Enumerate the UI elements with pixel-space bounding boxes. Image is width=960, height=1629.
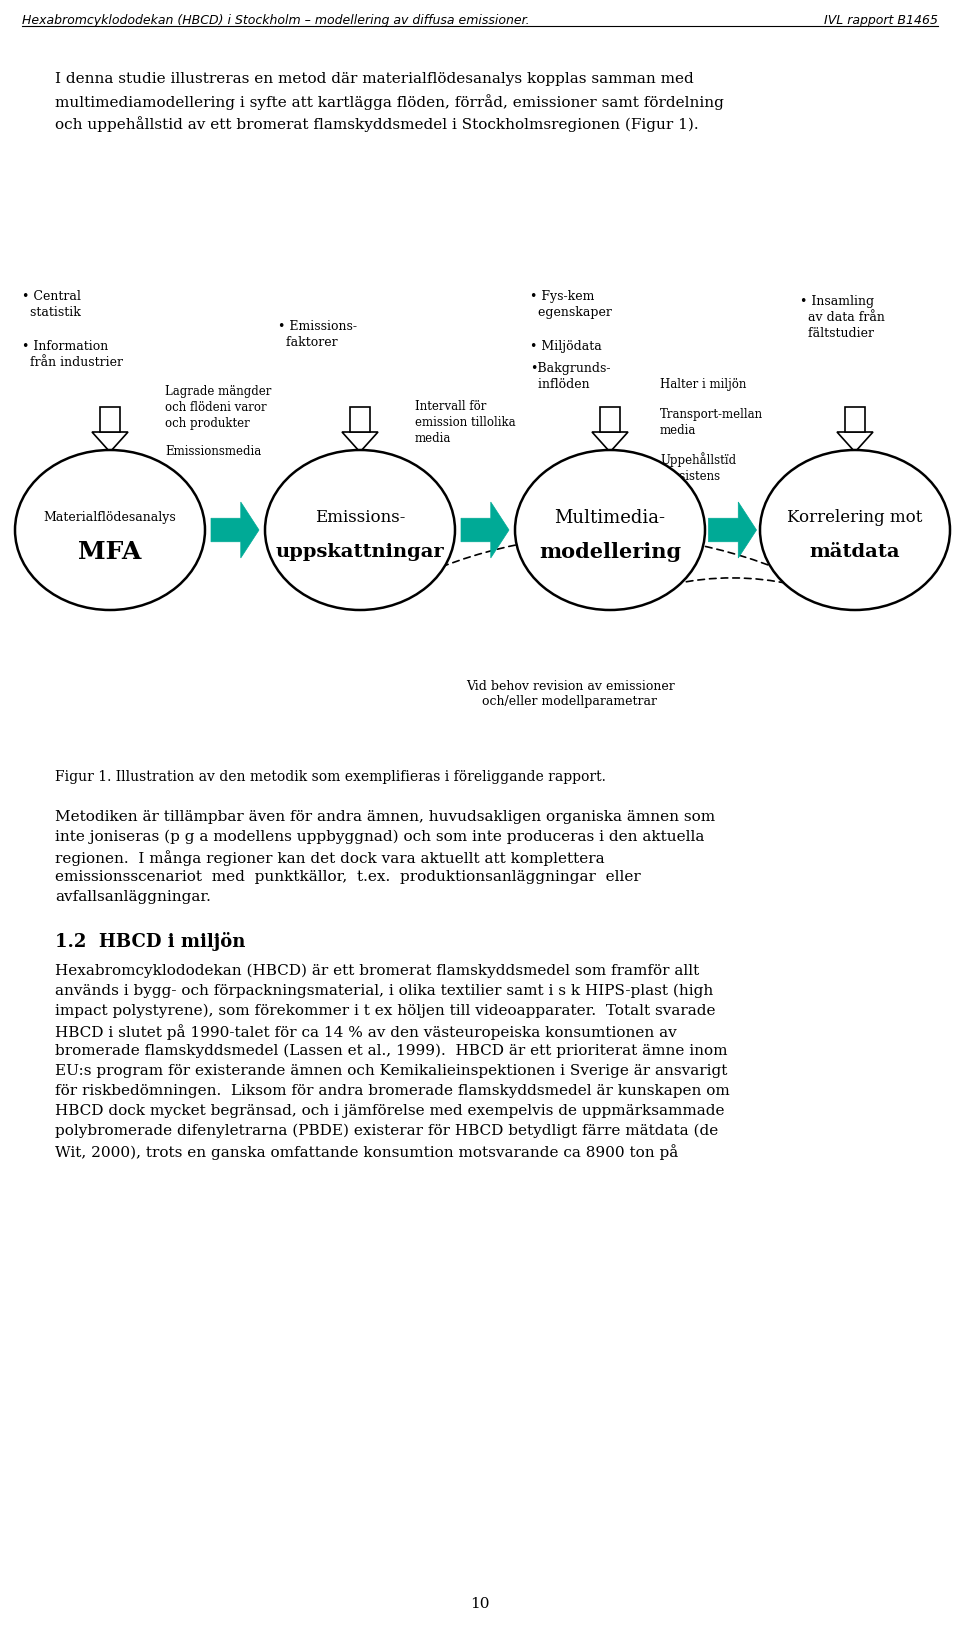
Text: •Bakgrunds-
  inflöden: •Bakgrunds- inflöden [530,362,611,391]
Bar [845,407,865,432]
Text: EU:s program för existerande ämnen och Kemikalieinspektionen i Sverige är ansvar: EU:s program för existerande ämnen och K… [55,1064,728,1078]
Text: multimediamodellering i syfte att kartlägga flöden, förråd, emissioner samt förd: multimediamodellering i syfte att kartlä… [55,94,724,109]
Polygon shape [592,432,628,451]
Text: avfallsanläggningar.: avfallsanläggningar. [55,889,211,904]
Polygon shape [211,502,259,559]
Text: uppskattningar: uppskattningar [276,542,444,560]
Text: polybromerade difenyletrarna (PBDE) existerar för HBCD betydligt färre mätdata (: polybromerade difenyletrarna (PBDE) exis… [55,1124,718,1139]
Text: Multimedia-: Multimedia- [555,508,665,528]
Text: • Emissions-
  faktorer: • Emissions- faktorer [278,319,357,349]
Text: I denna studie illustreras en metod där materialflödesanalys kopplas samman med: I denna studie illustreras en metod där … [55,72,694,86]
Polygon shape [461,502,509,559]
Text: Vid behov revision av emissioner
och/eller modellparametrar: Vid behov revision av emissioner och/ell… [466,679,674,709]
Polygon shape [342,432,378,451]
Text: inte joniseras (p g a modellens uppbyggnad) och som inte produceras i den aktuel: inte joniseras (p g a modellens uppbyggn… [55,831,705,844]
Text: Emissionsmedia: Emissionsmedia [165,445,261,458]
Text: bromerade flamskyddsmedel (Lassen et al., 1999).  HBCD är ett prioriterat ämne i: bromerade flamskyddsmedel (Lassen et al.… [55,1044,728,1059]
Bar [600,407,620,432]
Text: Wit, 2000), trots en ganska omfattande konsumtion motsvarande ca 8900 ton på: Wit, 2000), trots en ganska omfattande k… [55,1144,679,1160]
Text: Figur 1. Illustration av den metodik som exemplifieras i föreliggande rapport.: Figur 1. Illustration av den metodik som… [55,771,606,784]
Text: för riskbedömningen.  Liksom för andra bromerade flamskyddsmedel är kunskapen om: för riskbedömningen. Liksom för andra br… [55,1083,730,1098]
Text: Halter i miljön: Halter i miljön [660,378,746,391]
Text: regionen.  I många regioner kan det dock vara aktuellt att komplettera: regionen. I många regioner kan det dock … [55,850,605,867]
Text: modellering: modellering [539,542,681,562]
Bar [100,407,120,432]
Text: Lagrade mängder
och flödeni varor
och produkter: Lagrade mängder och flödeni varor och pr… [165,384,272,430]
Text: impact polystyrene), som förekommer i t ex höljen till videoapparater.  Totalt s: impact polystyrene), som förekommer i t … [55,1003,715,1018]
Ellipse shape [15,450,205,609]
Text: Uppehållstïd
persistens: Uppehållstïd persistens [660,451,736,482]
Text: Transport­mellan
media: Transport­mellan media [660,407,763,437]
Text: Materialflödesanalys: Materialflödesanalys [43,512,177,525]
Ellipse shape [265,450,455,609]
Ellipse shape [760,450,950,609]
Text: används i bygg- och förpackningsmaterial, i olika textilier samt i s k HIPS-plas: används i bygg- och förpackningsmaterial… [55,984,713,999]
Text: Hexabromcyklododekan (HBCD) i Stockholm – modellering av diffusa emissioner.: Hexabromcyklododekan (HBCD) i Stockholm … [22,15,530,28]
Ellipse shape [515,450,705,609]
Text: emissionsscenariot  med  punktkällor,  t.ex.  produktionsanläggningar  eller: emissionsscenariot med punktkällor, t.ex… [55,870,640,885]
Text: • Fys-kem
  egenskaper: • Fys-kem egenskaper [530,290,612,319]
Text: mätdata: mätdata [809,542,900,560]
Polygon shape [837,432,873,451]
Text: Emissions-: Emissions- [315,510,405,526]
Text: Intervall för
emission tillolika
media: Intervall för emission tillolika media [415,401,516,445]
Text: Hexabromcyklododekan (HBCD) är ett bromerat flamskyddsmedel som framför allt: Hexabromcyklododekan (HBCD) är ett brome… [55,964,699,979]
Text: HBCD dock mycket begränsad, och i jämförelse med exempelvis de uppmärksammade: HBCD dock mycket begränsad, och i jämför… [55,1104,725,1117]
Text: • Information
  från industrier: • Information från industrier [22,340,123,370]
Text: 1.2  HBCD i miljön: 1.2 HBCD i miljön [55,932,246,951]
Text: HBCD i slutet på 1990-talet för ca 14 % av den västeuropeiska konsumtionen av: HBCD i slutet på 1990-talet för ca 14 % … [55,1025,677,1039]
Text: Korrelering mot: Korrelering mot [787,510,923,526]
Polygon shape [708,502,756,559]
Text: • Insamling
  av data från
  fältstudier: • Insamling av data från fältstudier [800,295,885,340]
Text: och uppehållstid av ett bromerat flamskyddsmedel i Stockholmsregionen (Figur 1).: och uppehållstid av ett bromerat flamsky… [55,116,699,132]
Bar [350,407,370,432]
Text: MFA: MFA [79,539,142,564]
Text: • Central
  statistik: • Central statistik [22,290,81,319]
Text: Metodiken är tillämpbar även för andra ämnen, huvudsakligen organiska ämnen som: Metodiken är tillämpbar även för andra ä… [55,810,715,824]
Polygon shape [92,432,128,451]
Text: IVL rapport B1465: IVL rapport B1465 [824,15,938,28]
Text: 10: 10 [470,1596,490,1611]
Text: • Miljödata: • Miljödata [530,340,602,353]
